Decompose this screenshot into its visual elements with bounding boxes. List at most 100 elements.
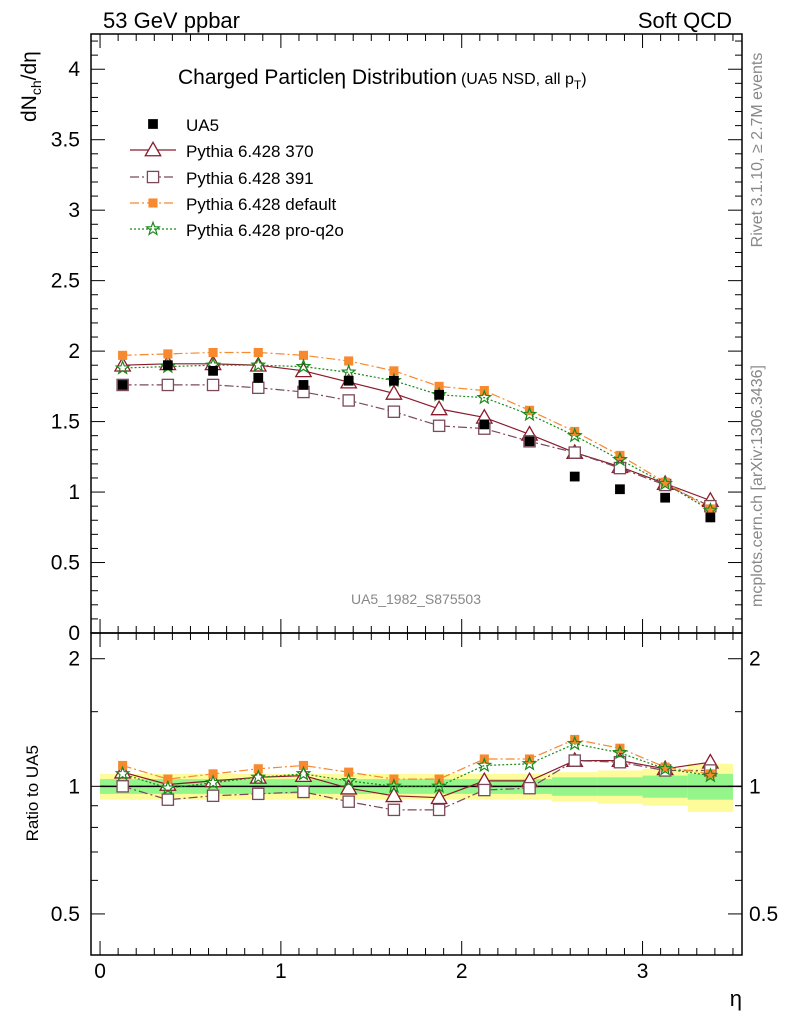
rivet-label: Rivet 3.1.10, ≥ 2.7M events [749, 53, 766, 248]
ratio-point-0-7 [430, 788, 448, 805]
point-3-9 [521, 406, 538, 422]
title-paren-close: ) [581, 71, 586, 88]
ratio-point-3-9 [521, 755, 538, 771]
ratio-point-2-1 [163, 774, 173, 784]
point-2-4 [298, 350, 309, 360]
point-0-3 [249, 356, 268, 372]
ratio-point-2-13 [705, 769, 715, 779]
x-axis-label: η [730, 986, 742, 1011]
ratio-point-0-5 [339, 779, 358, 795]
point-3-3 [250, 356, 267, 373]
point-3-5 [340, 363, 357, 379]
y-axis-label-ratio: Ratio to UA5 [23, 745, 42, 841]
ratio-point-3-8 [476, 757, 493, 773]
data-point-13 [705, 512, 716, 523]
ratio-point-1-6 [387, 803, 401, 817]
point-2-2 [208, 347, 218, 358]
y-tick-label: 4 [68, 58, 80, 81]
ratio-point-0-6 [385, 786, 403, 803]
ratio-point-3-1 [159, 779, 176, 796]
ratio-point-2-12 [660, 762, 670, 772]
ratio-point-0-3 [249, 768, 268, 784]
point-2-9 [524, 405, 535, 415]
series-lines [122, 351, 711, 811]
legend-label-3: Pythia 6.428 default [186, 195, 337, 214]
ratio-point-2-0 [118, 760, 128, 771]
ratio-y-tick-label: 2 [68, 648, 80, 671]
ratio-y-tick-label-right: 1 [749, 775, 761, 798]
point-3-10 [566, 427, 583, 443]
ratio-point-1-5 [342, 795, 355, 808]
point-2-6 [389, 366, 399, 376]
point-2-1 [163, 349, 173, 359]
legend-marker-1 [144, 140, 162, 157]
point-2-7 [434, 381, 444, 391]
ratio-point-2-10 [570, 734, 580, 744]
ratio-point-3-2 [205, 774, 222, 790]
ratio-point-3-10 [566, 735, 583, 751]
ratio-point-2-4 [298, 760, 309, 771]
point-0-6 [385, 384, 403, 400]
header-left: 53 GeV ppbar [103, 8, 240, 33]
y-label-sub: ch [28, 80, 44, 95]
data-point-0 [117, 380, 128, 390]
axes [90, 33, 743, 956]
series-markers [113, 347, 720, 817]
y-tick-label: 2.5 [51, 270, 80, 293]
point-1-3 [252, 381, 265, 395]
point-3-11 [611, 451, 628, 467]
ratio-point-3-4 [295, 765, 312, 781]
legend-marker-0 [148, 119, 158, 129]
point-1-7 [432, 419, 446, 433]
y-tick-label: 1.5 [51, 411, 80, 434]
ratio-y-tick-label: 1 [68, 775, 80, 798]
legend-label-1: Pythia 6.428 370 [186, 142, 314, 161]
ratio-line-2 [122, 738, 711, 780]
point-2-3 [253, 347, 263, 358]
ratio-point-1-1 [161, 793, 175, 806]
point-2-5 [344, 356, 354, 366]
ratio-point-1-7 [432, 803, 446, 817]
y-axis-label-main: dNch/dη [18, 51, 44, 122]
x-tick-label: 3 [637, 960, 649, 983]
ratio-point-3-7 [431, 777, 448, 794]
uncertainty-bands [100, 763, 742, 812]
ratio-point-1-10 [568, 754, 581, 767]
ratio-point-3-12 [657, 760, 674, 776]
header-right: Soft QCD [638, 8, 732, 33]
point-1-10 [568, 446, 581, 459]
point-2-13 [705, 504, 715, 514]
data-point-4 [298, 380, 309, 390]
legend-markers [130, 119, 176, 236]
ratio-point-3-6 [385, 777, 402, 794]
point-2-0 [118, 350, 128, 360]
ratio-point-2-11 [615, 743, 625, 753]
ratio-frame [90, 632, 743, 956]
ratio-point-2-3 [253, 764, 263, 774]
ratio-point-2-5 [344, 767, 354, 777]
legend-marker-2 [146, 170, 160, 184]
point-2-10 [570, 426, 580, 437]
x-tick-label: 0 [94, 960, 106, 983]
ratio-point-2-2 [208, 769, 218, 779]
series-line-3 [122, 364, 711, 511]
ratio-y-tick-label-right: 0.5 [749, 903, 778, 926]
data-point-12 [660, 492, 671, 503]
legend-marker-3 [148, 198, 158, 208]
ratio-point-3-0 [114, 765, 131, 781]
point-3-0 [114, 359, 131, 375]
point-2-11 [615, 450, 625, 460]
legend-label-2: Pythia 6.428 391 [186, 169, 314, 188]
data-point-5 [343, 375, 354, 386]
data-point-8 [479, 419, 490, 430]
ratio-point-3-3 [250, 768, 267, 785]
y-label-rest: /dη [18, 51, 41, 80]
y-tick-label: 3 [68, 199, 80, 222]
x-tick-label: 2 [456, 960, 468, 983]
series-line-2 [122, 351, 711, 510]
watermark-label: UA5_1982_S875503 [351, 591, 481, 607]
y-label-base: dN [18, 95, 41, 122]
ratio-line-1 [122, 759, 711, 811]
data-point-10 [569, 471, 580, 482]
point-0-7 [430, 399, 448, 416]
